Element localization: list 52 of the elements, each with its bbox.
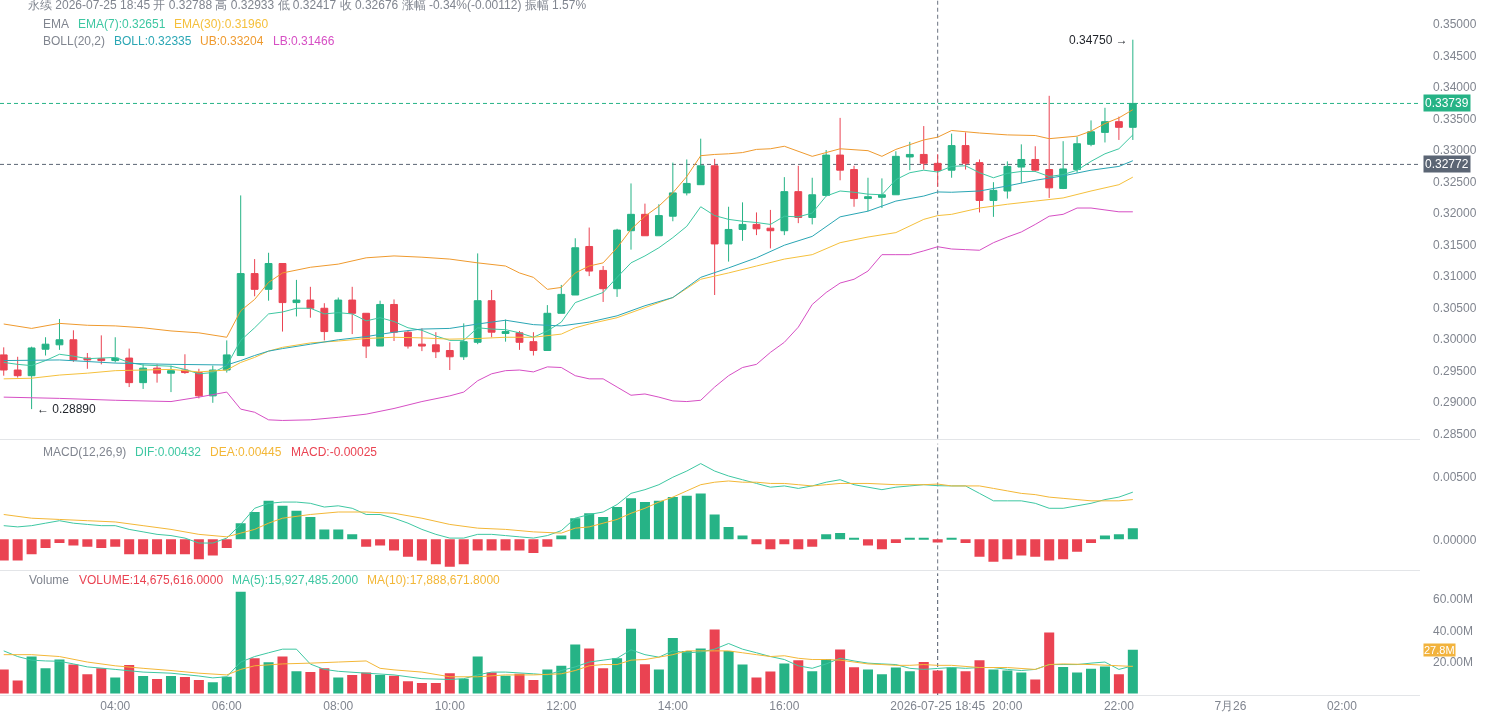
- x-tick-label: 22:00: [1103, 699, 1135, 713]
- legend-title: Volume: [29, 573, 70, 587]
- text: MA(5):15,927,485.2000: [232, 573, 359, 587]
- y-tick-label: 0.34500: [1433, 48, 1477, 63]
- y-tick-label: 0.32000: [1433, 206, 1477, 221]
- y-tick-label: 0.35000: [1433, 17, 1477, 32]
- y-tick-label: 0.30000: [1433, 332, 1477, 347]
- y-tick-label: 0.30500: [1433, 300, 1477, 315]
- x-tick-label: 12:00: [546, 699, 577, 713]
- text: 27.8M: [1424, 644, 1455, 656]
- text: EMA(7):0.32651: [78, 17, 166, 31]
- x-tick-label: 2026-07-25 18:45: [890, 699, 986, 713]
- ref-line-label: 0.32772: [1425, 157, 1469, 171]
- legend-title: MACD(12,26,9): [43, 445, 127, 459]
- x-tick-label: 02:00: [1326, 699, 1358, 713]
- y-tick-label: 0.31000: [1433, 269, 1477, 284]
- annotation: ← 0.28890: [37, 402, 97, 416]
- y-tick-label: 0.00500: [1433, 470, 1477, 485]
- y-tick-label: 0.33500: [1433, 111, 1477, 126]
- y-tick-label: 20.00M: [1433, 655, 1474, 670]
- y-tick-label: 40.00M: [1433, 623, 1474, 638]
- series-label: VOLUME:14,675,616.0000: [79, 573, 224, 587]
- x-tick-label: 16:00: [769, 699, 800, 713]
- annotation: BOLL(20,2): [43, 34, 106, 48]
- text: EMA(30):0.31960: [174, 17, 269, 31]
- text: MA(10):17,888,671.8000: [367, 573, 501, 587]
- x-tick-label: 06:00: [211, 699, 243, 713]
- x-tick-label: 08:00: [323, 699, 354, 713]
- y-tick-label: 0.31500: [1433, 237, 1477, 252]
- x-tick-label: 7月26: [1214, 699, 1247, 713]
- y-tick-label: 0.28500: [1433, 426, 1477, 441]
- text: DEA:0.00445: [210, 445, 282, 459]
- legend-title: EMA: [43, 17, 70, 31]
- annotation: 0.34750 →: [1069, 33, 1128, 47]
- y-tick-label: 0.34000: [1433, 80, 1477, 95]
- x-tick-label: 04:00: [100, 699, 131, 713]
- chart-title: 永续 2026-07-25 18:45 开 0.32788 高 0.32933 低 0.32417 收 0.32676 涨幅 -0.34%(-0.00112) 振幅 1.57%: [28, 0, 587, 13]
- text: BOLL:0.32335: [114, 34, 192, 48]
- text: MACD:-0.00025: [291, 445, 378, 459]
- text: LB:0.31466: [273, 34, 335, 48]
- y-tick-label: 0.29500: [1433, 363, 1477, 378]
- y-tick-label: 0.33000: [1433, 143, 1477, 158]
- y-tick-label: 0.00000: [1433, 532, 1477, 547]
- text: DIF:0.00432: [135, 445, 202, 459]
- x-tick-label: 14:00: [657, 699, 689, 713]
- x-tick-label: 20:00: [992, 699, 1023, 713]
- text: UB:0.33204: [200, 34, 264, 48]
- y-tick-label: 0.32500: [1433, 174, 1477, 189]
- ref-line-label: 0.33739: [1425, 96, 1469, 110]
- x-tick-label: 10:00: [434, 699, 466, 713]
- y-tick-label: 60.00M: [1433, 592, 1474, 607]
- y-tick-label: 0.29000: [1433, 395, 1477, 410]
